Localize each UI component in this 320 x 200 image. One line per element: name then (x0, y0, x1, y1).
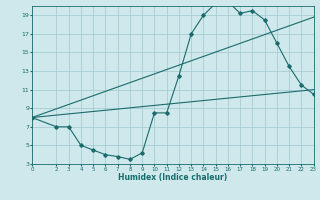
X-axis label: Humidex (Indice chaleur): Humidex (Indice chaleur) (118, 173, 228, 182)
